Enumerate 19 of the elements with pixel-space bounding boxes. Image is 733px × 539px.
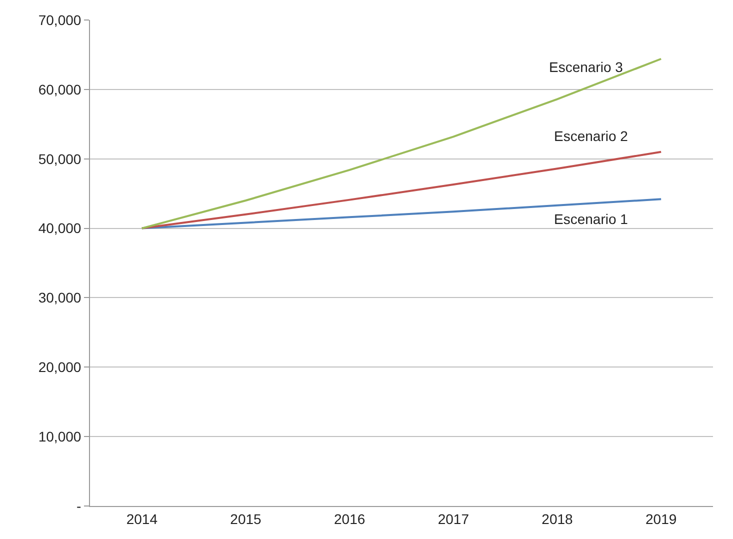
series-label: Escenario 3 bbox=[549, 59, 624, 75]
x-tick-label: 2016 bbox=[334, 510, 366, 527]
line-series bbox=[140, 198, 662, 230]
y-tick-label: 30,000 bbox=[38, 290, 82, 306]
y-tick-label: 20,000 bbox=[38, 359, 82, 376]
y-tick-label: 50,000 bbox=[38, 150, 82, 167]
x-tick-label: 2019 bbox=[646, 510, 677, 527]
x-tick-label: 2018 bbox=[542, 510, 574, 527]
y-tick-label: 70,000 bbox=[38, 12, 82, 28]
x-tick-label: 2017 bbox=[438, 510, 470, 527]
series-label: Escenario 2 bbox=[554, 128, 628, 144]
y-tick-label: 60,000 bbox=[38, 81, 82, 98]
x-tick-label: 2014 bbox=[126, 510, 158, 527]
x-tick-label: 2015 bbox=[230, 510, 262, 527]
y-tick-label: 40,000 bbox=[38, 220, 82, 236]
y-tick-label: - bbox=[76, 498, 82, 514]
series-label: Escenario 1 bbox=[554, 211, 628, 227]
y-tick-label: 10,000 bbox=[38, 428, 82, 444]
line-series bbox=[140, 58, 662, 230]
